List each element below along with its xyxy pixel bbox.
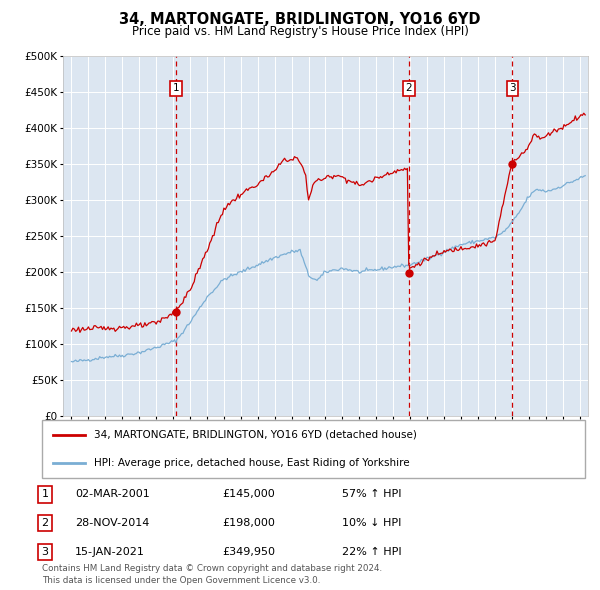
Text: 2: 2	[406, 83, 412, 93]
Text: Price paid vs. HM Land Registry's House Price Index (HPI): Price paid vs. HM Land Registry's House …	[131, 25, 469, 38]
Text: £145,000: £145,000	[222, 490, 275, 499]
Text: 3: 3	[41, 548, 49, 557]
Text: £349,950: £349,950	[222, 548, 275, 557]
Text: 28-NOV-2014: 28-NOV-2014	[75, 519, 149, 528]
Text: 34, MARTONGATE, BRIDLINGTON, YO16 6YD (detached house): 34, MARTONGATE, BRIDLINGTON, YO16 6YD (d…	[94, 430, 416, 440]
Text: 22% ↑ HPI: 22% ↑ HPI	[342, 548, 401, 557]
Text: Contains HM Land Registry data © Crown copyright and database right 2024.
This d: Contains HM Land Registry data © Crown c…	[42, 565, 382, 585]
Text: 3: 3	[509, 83, 516, 93]
Text: HPI: Average price, detached house, East Riding of Yorkshire: HPI: Average price, detached house, East…	[94, 458, 409, 468]
Text: 57% ↑ HPI: 57% ↑ HPI	[342, 490, 401, 499]
Text: 15-JAN-2021: 15-JAN-2021	[75, 548, 145, 557]
Text: 2: 2	[41, 519, 49, 528]
Text: 1: 1	[172, 83, 179, 93]
Text: 1: 1	[41, 490, 49, 499]
Text: 02-MAR-2001: 02-MAR-2001	[75, 490, 150, 499]
Text: £198,000: £198,000	[222, 519, 275, 528]
Text: 34, MARTONGATE, BRIDLINGTON, YO16 6YD: 34, MARTONGATE, BRIDLINGTON, YO16 6YD	[119, 12, 481, 27]
Text: 10% ↓ HPI: 10% ↓ HPI	[342, 519, 401, 528]
